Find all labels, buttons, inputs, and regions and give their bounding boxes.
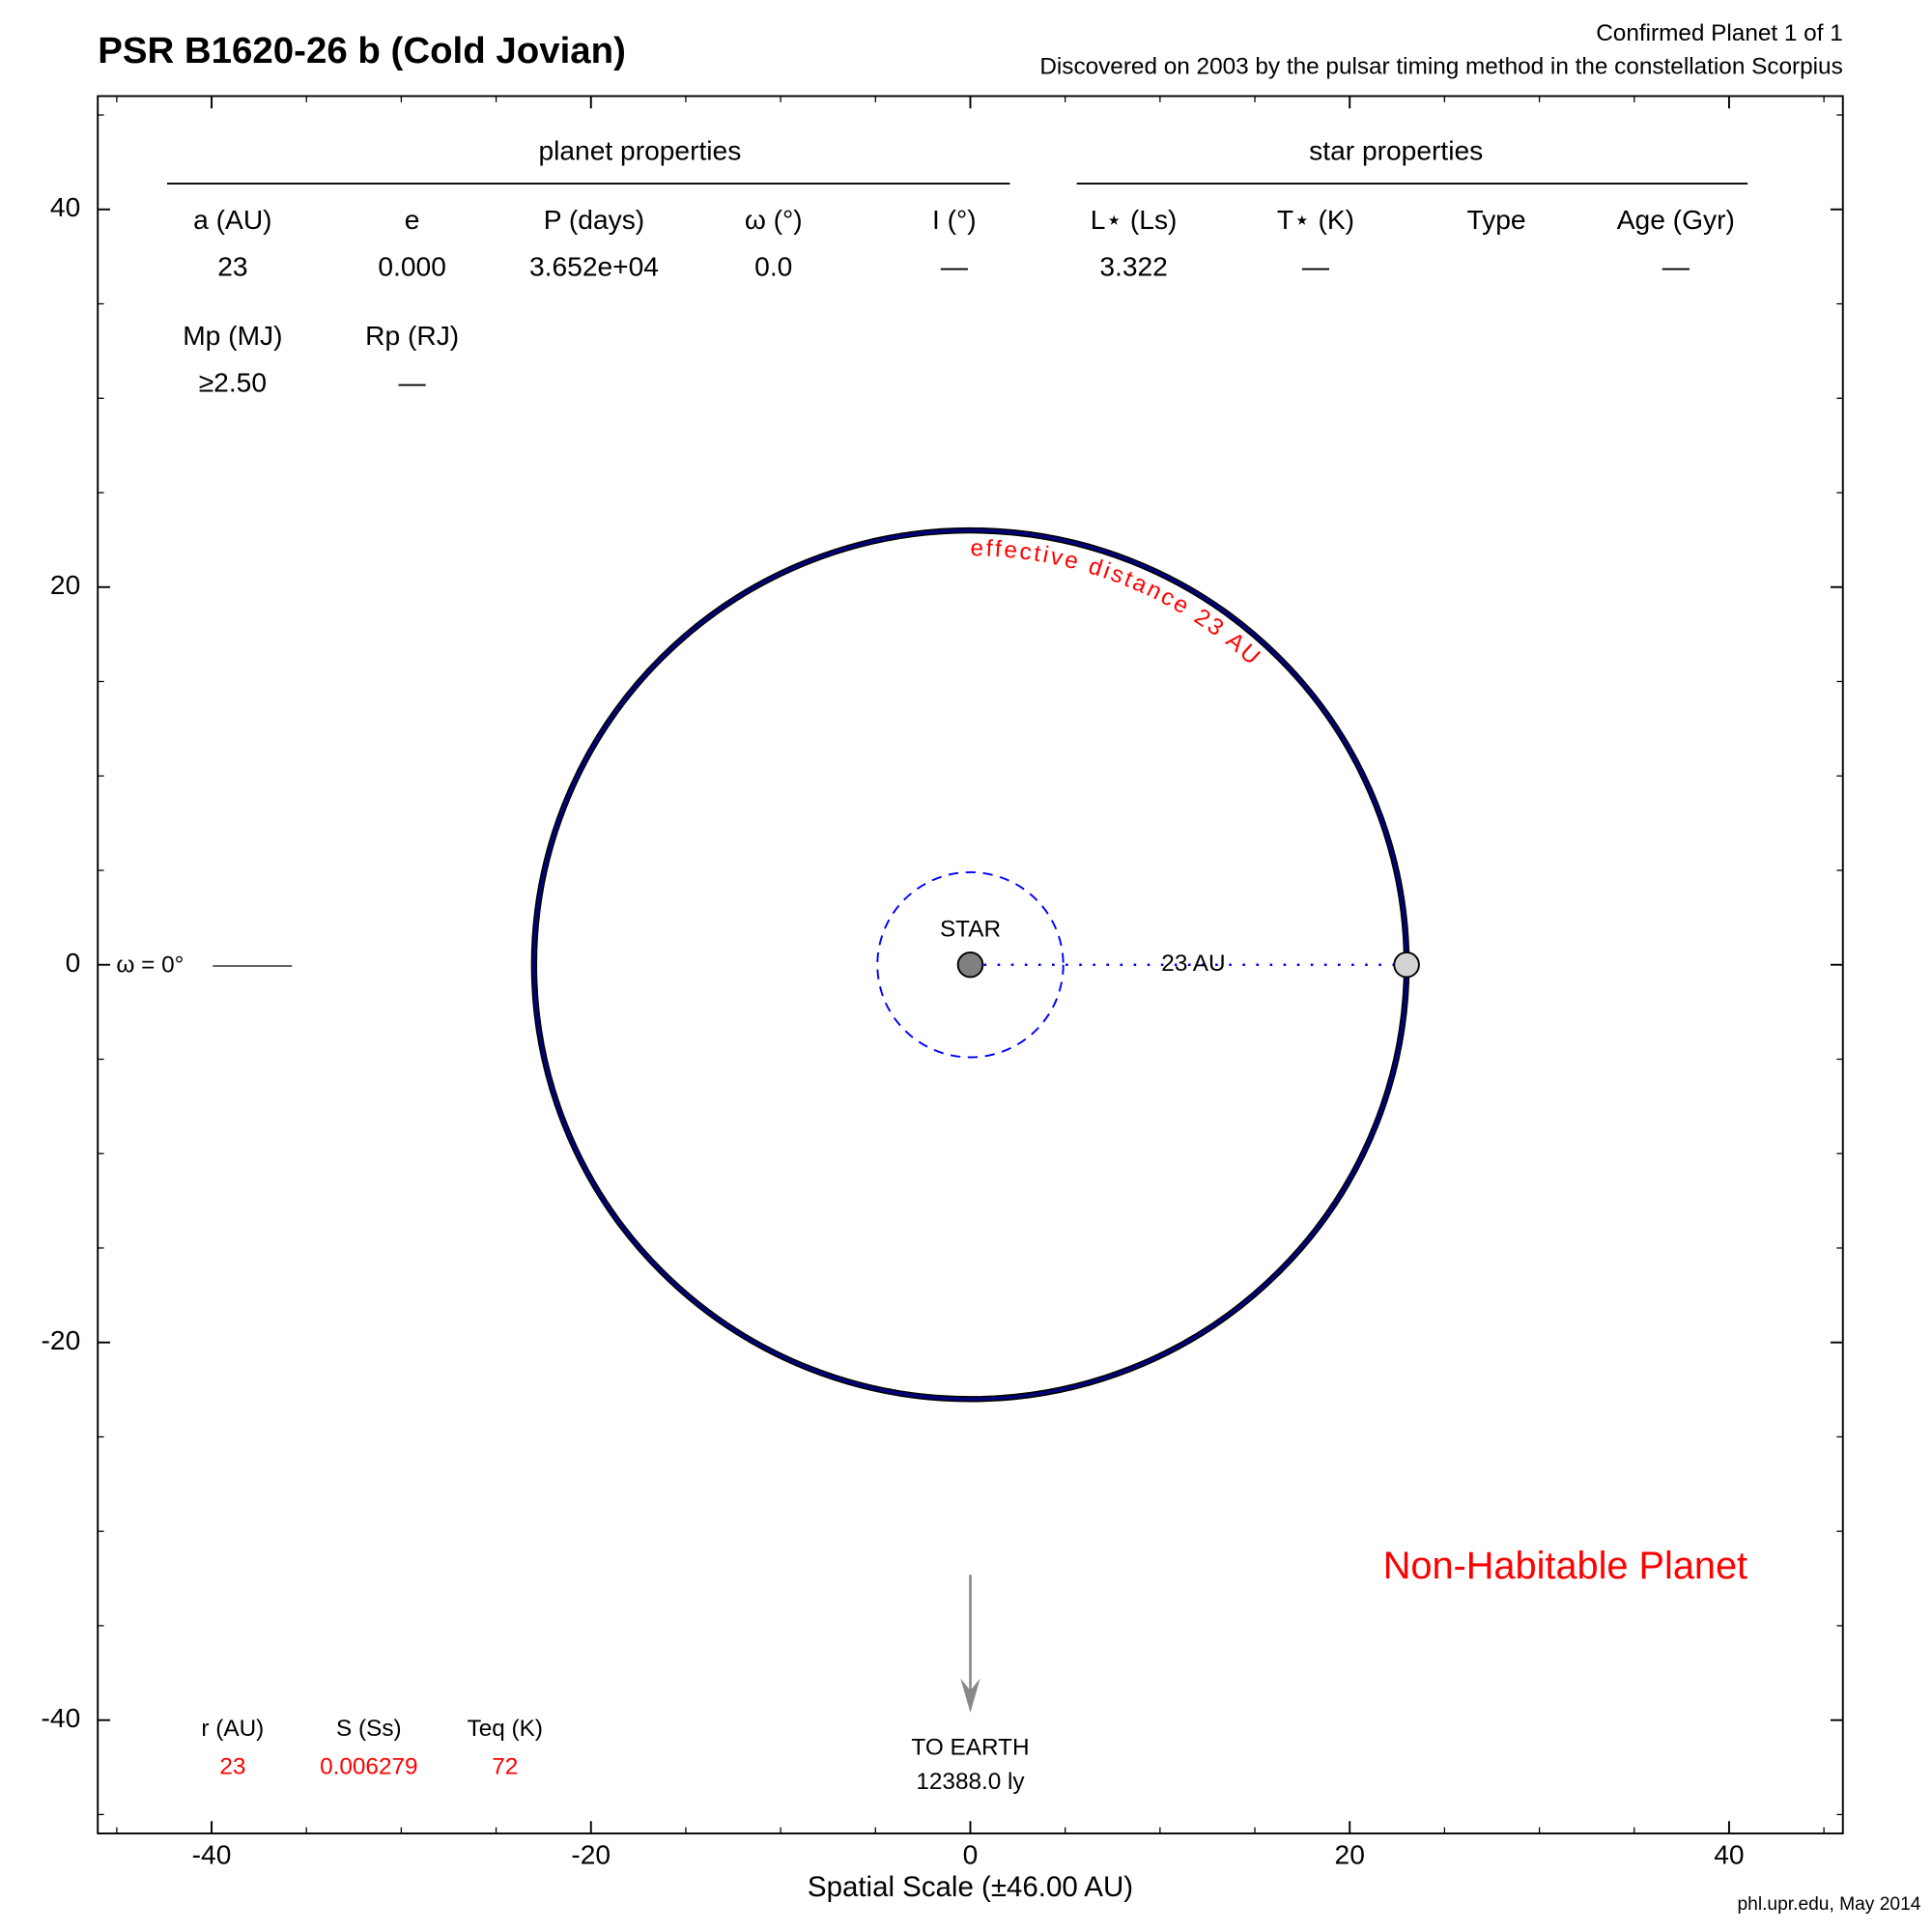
column-header: Rp (RJ): [365, 321, 459, 351]
x-axis-label: Spatial Scale (±46.00 AU): [808, 1871, 1133, 1903]
cell-value: 3.652e+04: [529, 252, 659, 282]
habitable-zone: [876, 870, 1065, 1059]
x-tick-label: 40: [1714, 1840, 1744, 1870]
distance-label: 23 AU: [1161, 951, 1225, 977]
earth-arrowhead: [960, 1678, 980, 1713]
cell-value: —: [399, 367, 427, 397]
cell-value: 0.000: [378, 252, 446, 282]
y-tick-label: 40: [50, 192, 80, 222]
cell-value: —: [941, 252, 969, 282]
column-header: Mp (MJ): [183, 321, 282, 351]
column-header: I (°): [932, 205, 977, 235]
earth-distance: 12388.0 ly: [916, 1769, 1025, 1795]
column-header: ω (°): [745, 205, 803, 235]
omega-label: ω = 0°: [116, 952, 184, 978]
column-header: T⋆ (K): [1277, 205, 1354, 235]
cell-value: 72: [492, 1754, 518, 1780]
star-label: STAR: [940, 916, 1001, 942]
column-header: S (Ss): [336, 1716, 402, 1742]
planet: [1393, 952, 1420, 979]
cell-value: 3.322: [1099, 252, 1168, 282]
section-title: planet properties: [538, 136, 741, 166]
column-header: Teq (K): [468, 1716, 543, 1742]
y-tick-label: -20: [42, 1325, 81, 1355]
star: [956, 952, 984, 979]
column-header: P (days): [544, 205, 644, 235]
cell-value: 23: [219, 1754, 245, 1780]
x-tick-label: 20: [1335, 1840, 1365, 1870]
y-tick-label: 20: [50, 570, 80, 600]
x-tick-label: 0: [963, 1840, 979, 1870]
cell-value: 0.0: [754, 252, 792, 282]
column-header: a (AU): [193, 205, 271, 235]
cell-value: 23: [217, 252, 247, 282]
cell-value: —: [1662, 252, 1690, 282]
cell-value: 0.006279: [320, 1754, 417, 1780]
x-tick-label: -20: [571, 1840, 611, 1870]
column-header: e: [405, 205, 420, 235]
credit: phl.upr.edu, May 2014: [1737, 1894, 1920, 1915]
y-tick-label: -40: [42, 1703, 81, 1733]
column-header: L⋆ (Ls): [1091, 205, 1178, 235]
subtitle: Discovered on 2003 by the pulsar timing …: [1039, 54, 1842, 80]
chart-title: PSR B1620-26 b (Cold Jovian): [98, 30, 626, 71]
section-title: star properties: [1309, 136, 1483, 166]
column-header: Age (Gyr): [1617, 205, 1735, 235]
cell-value: ≥2.50: [199, 367, 267, 397]
subtitle: Confirmed Planet 1 of 1: [1596, 20, 1843, 46]
column-header: Type: [1466, 205, 1525, 235]
cell-value: —: [1302, 252, 1330, 282]
x-tick-label: -40: [192, 1840, 232, 1870]
earth-label: TO EARTH: [911, 1734, 1029, 1760]
y-tick-label: 0: [66, 948, 81, 978]
column-header: r (AU): [201, 1716, 264, 1742]
status: Non-Habitable Planet: [1383, 1545, 1747, 1587]
